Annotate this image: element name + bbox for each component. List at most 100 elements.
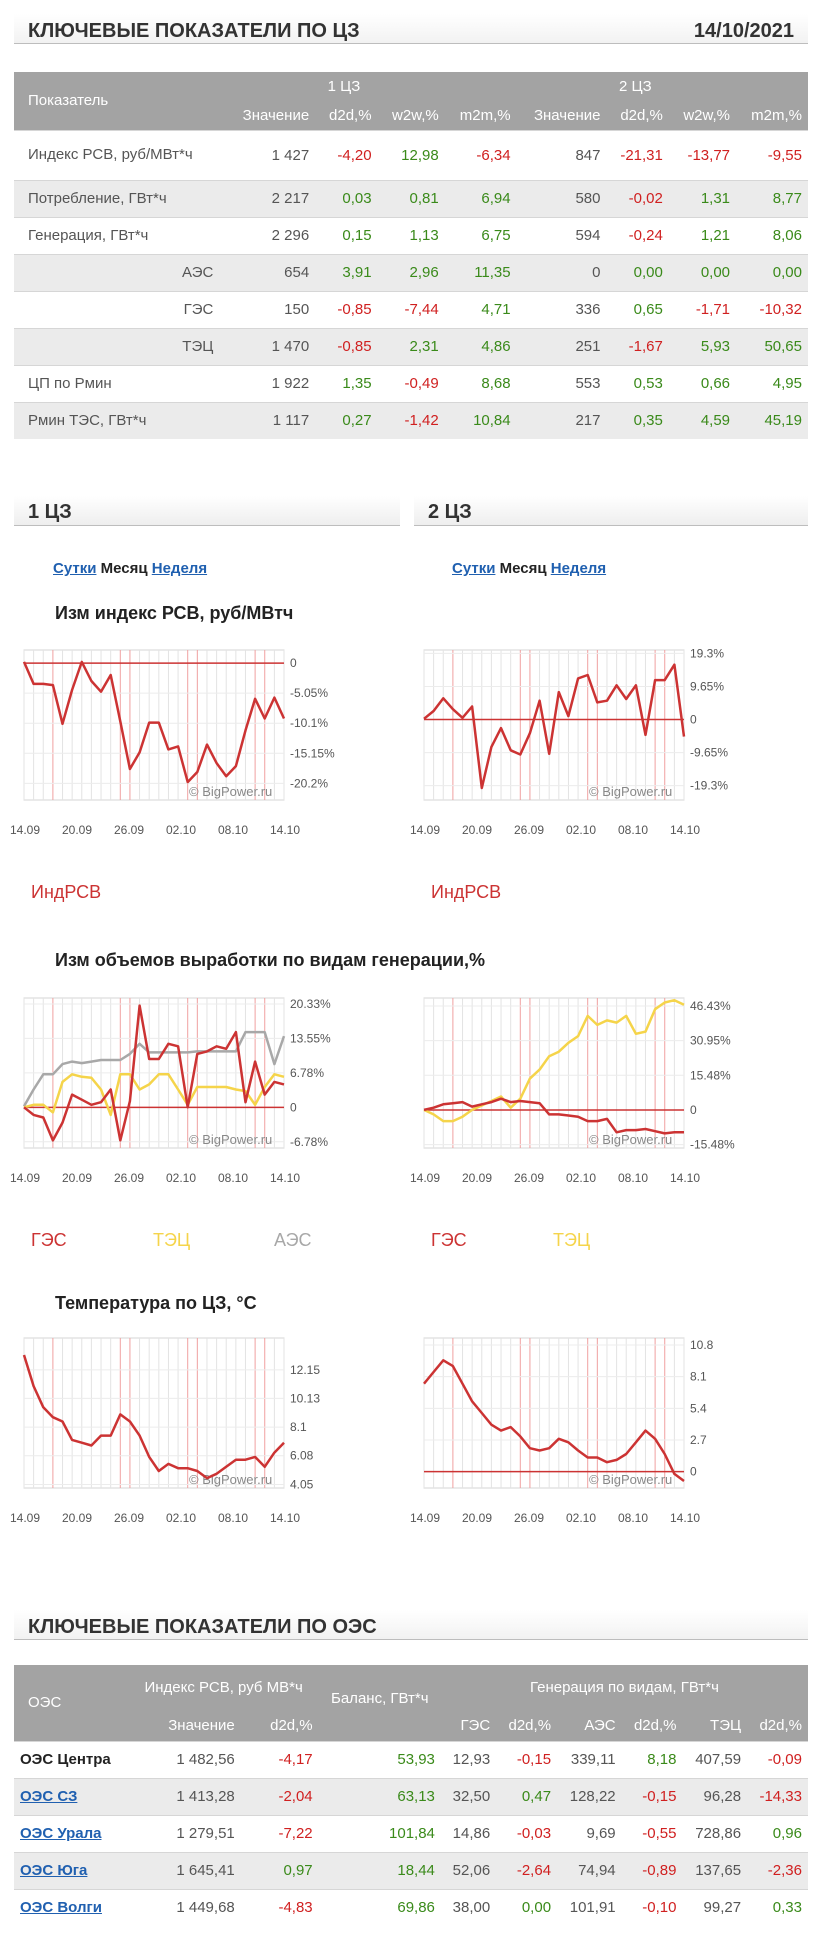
x-axis: 14.09 20.09 26.09 02.10 08.10 14.10 [410,823,700,837]
x-tick-label: 26.09 [514,1511,544,1525]
period-day-link[interactable]: Сутки [53,560,97,577]
table-cell: -0,15 [621,1777,683,1815]
oes-name-cell[interactable]: ОЭС Урала [14,1814,129,1852]
oes-link[interactable]: ОЭС Урала [20,1825,102,1842]
x-tick-label: 08.10 [618,1511,648,1525]
oes-link[interactable]: ОЭС СЗ [20,1788,78,1805]
y-tick-label: 8.1 [290,1420,307,1434]
x-tick-label: 14.10 [670,1171,700,1185]
period-week-link[interactable]: Неделя [151,560,208,577]
table-cell: 0,27 [315,401,378,439]
y-tick-label: 13.55% [290,1031,331,1045]
y-axis: 12.15 10.13 8.1 6.08 4.05 [290,1363,320,1492]
table-row: ОЭС Урала 1 279,51 -7,22 101,84 14,86 -0,03 9,… [14,1814,808,1852]
table-cell: 4,86 [444,327,517,365]
x-axis: 14.09 20.09 26.09 02.10 08.10 14.10 [10,1171,300,1185]
table-cell: 14,86 [440,1814,497,1852]
oes-name-cell[interactable]: ОЭС Юга [14,1851,129,1889]
x-tick-label: 14.10 [670,823,700,837]
col-header-rsv: Индекс РСВ, руб МВ*ч [128,1665,319,1710]
table-cell: -0,55 [621,1814,683,1852]
period-day-link[interactable]: Сутки [452,560,496,577]
oes-name-cell[interactable]: ОЭС СЗ [14,1777,129,1815]
y-tick-label: 0 [290,656,297,670]
table-cell: 12,98 [377,129,445,180]
y-axis: 0 -5.05% -10.1% -15.15% -20.2% [290,656,335,790]
table-cell: 5,93 [668,327,737,365]
table-cell: 0,00 [668,253,737,291]
series-line-0 [22,1030,286,1107]
legend-ges-zone1: ГЭС [31,1230,67,1250]
x-tick-label: 14.10 [270,823,300,837]
table-cell: 96,28 [682,1777,748,1815]
grid [23,998,285,1148]
table-cell: 3,91 [315,253,378,291]
table-cell: 1,31 [668,179,737,217]
table-cell: 10,84 [444,401,517,439]
y-tick-label: 9.65% [690,679,724,693]
row-label: ТЭЦ [14,327,226,365]
x-tick-label: 20.09 [62,823,92,837]
period-week-link[interactable]: Неделя [550,560,607,577]
plot-area [423,1337,685,1489]
table-row: Генерация, ГВт*ч 2 296 0,15 1,13 6,75 594 -0,2… [14,216,808,254]
table-cell: 101,91 [557,1888,622,1926]
section-zone1: 1 ЦЗ [14,496,400,526]
oes-name-cell[interactable]: ОЭС Волги [14,1888,129,1926]
col-header-value: Значение [128,1710,241,1741]
x-tick-label: 26.09 [514,1171,544,1185]
table-cell: 339,11 [557,1740,622,1778]
chart-title-temperature: Температура по ЦЗ, °С [55,1293,257,1313]
legend-ges-zone2: ГЭС [431,1230,467,1250]
y-tick-label: 10.13 [290,1391,320,1405]
x-tick-label: 14.10 [270,1511,300,1525]
table-cell: 0,00 [496,1888,558,1926]
x-tick-label: 20.09 [62,1511,92,1525]
table-cell: 69,86 [318,1888,441,1926]
table-cell: 1 482,56 [128,1740,241,1778]
table-cell: -0,24 [606,216,669,254]
col-header-m2m: m2m,% [444,101,517,130]
table-cell: -1,71 [668,290,737,328]
table-cell: 63,13 [318,1777,441,1815]
chart-title-rsv: Изм индекс РСВ, руб/МВтч [55,603,294,623]
table-cell: 1 279,51 [128,1814,241,1852]
y-tick-label: 12.15 [290,1363,320,1377]
col-header-aes: АЭС [557,1710,622,1741]
table-cell: 2,31 [377,327,445,365]
col-header-ges: ГЭС [440,1710,497,1741]
col-header-d2d: d2d,% [606,101,669,130]
series-line-2 [23,1004,285,1142]
table-cell: -7,44 [377,290,445,328]
y-tick-label: -9.65% [690,746,728,760]
table-cell: 1 922 [225,364,316,402]
col-header-d2d: d2d,% [496,1710,558,1741]
table-cell: 0,65 [606,290,669,328]
table-cell: 0,35 [606,401,669,439]
watermark: © BigPower.ru [589,1472,672,1487]
table-cell: -6,34 [444,129,517,180]
oes-link[interactable]: ОЭС Волги [20,1899,102,1917]
row-label: ГЭС [14,290,226,328]
y-tick-label: 6.78% [290,1066,324,1080]
x-tick-label: 02.10 [566,823,596,837]
table-cell: 0,00 [606,253,669,291]
oes-link[interactable]: ОЭС Юга [20,1862,88,1879]
table-row: ТЭЦ 1 470 -0,85 2,31 4,86 251 -1,67 5,93 50,65 [14,327,808,365]
header-key-indicators: КЛЮЧЕВЫЕ ПОКАЗАТЕЛИ ПО ЦЗ 14/10/2021 [14,14,808,44]
y-tick-label: 15.48% [690,1068,731,1082]
table-cell: 2 217 [225,179,316,217]
y-tick-label: 2.7 [690,1433,707,1447]
col-header-d2d: d2d,% [747,1710,808,1741]
col-header-value: Значение [516,101,607,130]
table-cell: -1,42 [377,401,445,439]
col-header-value: Значение [225,101,316,130]
col-header-d2d: d2d,% [621,1710,683,1741]
x-axis: 14.09 20.09 26.09 02.10 08.10 14.10 [10,1511,300,1525]
table-cell: 45,19 [736,401,808,439]
col-header-d2d: d2d,% [315,101,378,130]
key-indicators-table: Показатель 1 ЦЗ 2 ЦЗ Значение d2d,% w2w,… [14,72,808,439]
x-tick-label: 08.10 [218,1511,248,1525]
y-axis: 19.3% 9.65% 0 -9.65% -19.3% [690,646,728,792]
x-tick-label: 26.09 [114,1171,144,1185]
